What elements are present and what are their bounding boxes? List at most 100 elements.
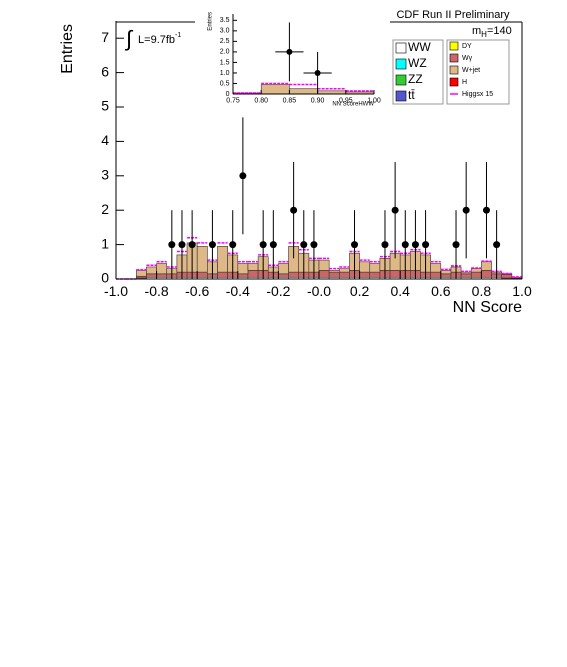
x-tick-label: 0.90 bbox=[311, 97, 325, 104]
histogram-bar bbox=[217, 246, 228, 273]
y-tick-label: 1.5 bbox=[220, 59, 230, 66]
legend-label: ZZ bbox=[408, 72, 423, 86]
x-tick-label: -0.4 bbox=[226, 283, 250, 299]
y-tick-label: 6 bbox=[101, 63, 109, 79]
data-point bbox=[391, 206, 399, 214]
histogram-bar bbox=[289, 88, 318, 95]
histogram-bar bbox=[460, 271, 472, 275]
y-tick-label: 4 bbox=[101, 132, 109, 148]
legend-swatch bbox=[395, 42, 407, 54]
mass-symbol: m bbox=[472, 25, 481, 37]
data-point bbox=[208, 241, 216, 249]
y-tick-label: 0 bbox=[101, 270, 109, 286]
data-point bbox=[239, 172, 247, 180]
x-tick-label: -0.8 bbox=[145, 283, 169, 299]
lumi-text: L=9.7fb bbox=[138, 34, 175, 46]
x-axis-label: NN ScoreHWW bbox=[332, 102, 374, 108]
legend-swatch bbox=[449, 77, 459, 87]
histogram-bar bbox=[217, 271, 228, 278]
histogram-bar bbox=[430, 263, 442, 273]
y-tick-label: 3.5 bbox=[220, 17, 230, 24]
data-point bbox=[178, 241, 186, 249]
histogram-bar bbox=[318, 259, 330, 271]
y-tick-label: 1.0 bbox=[220, 70, 230, 77]
histogram-bar bbox=[359, 261, 371, 273]
legend-swatch bbox=[395, 58, 407, 70]
legend-label: WW bbox=[408, 40, 431, 54]
legend-label: Wγ bbox=[462, 55, 473, 62]
legend-label: WZ bbox=[408, 56, 427, 70]
x-tick-label: 0.80 bbox=[254, 97, 268, 104]
histogram-bar bbox=[481, 270, 492, 278]
x-tick-label: 0.75 bbox=[226, 97, 240, 104]
legend-label: W+jet bbox=[462, 67, 480, 74]
histogram-bar bbox=[359, 271, 371, 278]
histogram-bar bbox=[237, 263, 249, 275]
x-tick-label: 0.95 bbox=[339, 97, 353, 104]
histogram-bar bbox=[389, 270, 401, 278]
legend-swatch bbox=[449, 65, 459, 75]
histogram-bar bbox=[501, 274, 513, 279]
x-tick-label: -0.0 bbox=[307, 283, 331, 299]
data-point bbox=[310, 241, 318, 249]
histogram-bar bbox=[369, 263, 381, 273]
data-point bbox=[452, 241, 460, 249]
data-point bbox=[462, 206, 470, 214]
y-tick-label: 2 bbox=[101, 201, 109, 217]
data-point bbox=[351, 241, 359, 249]
data-point bbox=[482, 206, 490, 214]
x-tick-label: 1.00 bbox=[367, 97, 381, 104]
y-axis-label: Entries bbox=[208, 12, 214, 31]
mass-value: =140 bbox=[487, 25, 512, 37]
histogram-bar bbox=[338, 271, 350, 278]
histogram-bar bbox=[430, 271, 442, 278]
histogram-bar bbox=[237, 273, 249, 278]
y-tick-label: 2.5 bbox=[220, 38, 230, 45]
legend-swatch bbox=[449, 41, 459, 51]
legend-label: Higgsx 15 bbox=[462, 91, 493, 98]
data-point bbox=[269, 241, 277, 249]
histogram-bar bbox=[196, 271, 208, 278]
data-point bbox=[286, 48, 293, 55]
x-tick-label: 0.4 bbox=[390, 283, 410, 299]
histogram-bar bbox=[470, 268, 482, 273]
histogram-bar bbox=[338, 268, 350, 273]
histogram-bar bbox=[369, 271, 381, 278]
histogram-bar bbox=[156, 263, 168, 275]
x-tick-label: 0.8 bbox=[472, 283, 492, 299]
lumi-label: ∫ L=9.7fb-1 bbox=[124, 26, 181, 51]
data-point bbox=[422, 241, 430, 249]
histogram-bar bbox=[136, 270, 147, 277]
histogram-bar bbox=[328, 270, 340, 273]
inset-background bbox=[205, 10, 380, 110]
data-point bbox=[229, 241, 237, 249]
x-tick-label: 0.85 bbox=[283, 97, 297, 104]
y-tick-label: 0.5 bbox=[220, 80, 230, 87]
y-tick-label: 1 bbox=[101, 235, 109, 251]
legend-swatch bbox=[395, 74, 407, 86]
histogram-bar bbox=[146, 273, 157, 278]
y-tick-label: 3 bbox=[101, 167, 109, 183]
x-tick-label: 1.0 bbox=[512, 283, 532, 299]
x-tick-label: -0.6 bbox=[185, 283, 209, 299]
histogram-bar bbox=[288, 271, 299, 278]
data-point bbox=[401, 241, 409, 249]
histogram-bar bbox=[156, 273, 168, 278]
x-axis-label: NN Score bbox=[453, 299, 522, 316]
histogram-bar bbox=[318, 270, 330, 278]
lumi-superscript: -1 bbox=[175, 32, 181, 39]
y-tick-label: 5 bbox=[101, 98, 109, 114]
data-point bbox=[259, 241, 267, 249]
experiment-label: CDF Run II Preliminary bbox=[396, 9, 510, 21]
histogram-bar bbox=[146, 266, 157, 275]
histogram-bar bbox=[247, 263, 259, 271]
legend-label: tt̄ bbox=[408, 88, 415, 102]
histogram-bar bbox=[481, 261, 492, 271]
lumi-integral: ∫ bbox=[124, 26, 134, 51]
legend-label: H bbox=[462, 79, 467, 86]
y-tick-label: 3.0 bbox=[220, 28, 230, 35]
data-point bbox=[188, 241, 196, 249]
mass-subscript: H bbox=[481, 30, 487, 39]
data-point bbox=[381, 241, 389, 249]
